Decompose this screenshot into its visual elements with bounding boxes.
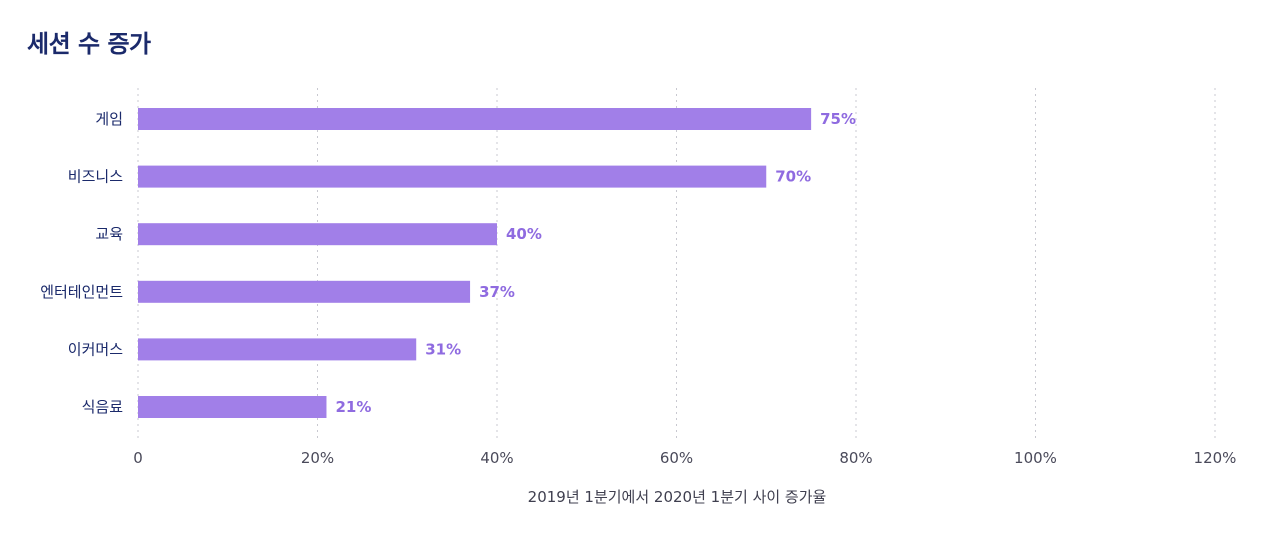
value-label: 70% xyxy=(775,168,811,186)
labels: 0 20% 40% 60% 80% 100% 120% 게임 75% 비즈니스 70% 교육 40% 엔터… xyxy=(40,110,1236,467)
category-label: 교육 xyxy=(95,225,123,243)
bar-6 xyxy=(138,396,327,418)
category-label: 이커머스 xyxy=(68,340,123,358)
x-tick-label: 0 xyxy=(133,449,143,467)
x-tick-label: 20% xyxy=(301,449,334,467)
value-label: 75% xyxy=(820,110,856,128)
bar-3 xyxy=(138,223,497,246)
value-label: 40% xyxy=(506,225,542,243)
category-label: 게임 xyxy=(95,110,123,128)
x-tick-label: 100% xyxy=(1014,449,1057,467)
category-label: 비즈니스 xyxy=(68,168,123,186)
bar-2 xyxy=(138,165,767,188)
category-label: 식음료 xyxy=(82,398,124,416)
bar-5 xyxy=(138,338,417,361)
x-axis-title: 2019년 1분기에서 2020년 1분기 사이 증가율 xyxy=(528,488,827,506)
chart-title: 세션 수 증가 xyxy=(27,30,151,58)
x-tick-label: 80% xyxy=(839,449,872,467)
value-label: 21% xyxy=(335,398,371,416)
bar-4 xyxy=(138,280,471,303)
bar-1 xyxy=(138,108,812,130)
x-tick-label: 60% xyxy=(660,449,693,467)
x-tick-label: 120% xyxy=(1194,449,1237,467)
value-label: 31% xyxy=(425,340,461,358)
value-label: 37% xyxy=(479,283,515,301)
bars xyxy=(138,108,812,418)
grid-lines xyxy=(137,88,1216,438)
category-label: 엔터테인먼트 xyxy=(40,283,123,301)
x-tick-label: 40% xyxy=(480,449,513,467)
